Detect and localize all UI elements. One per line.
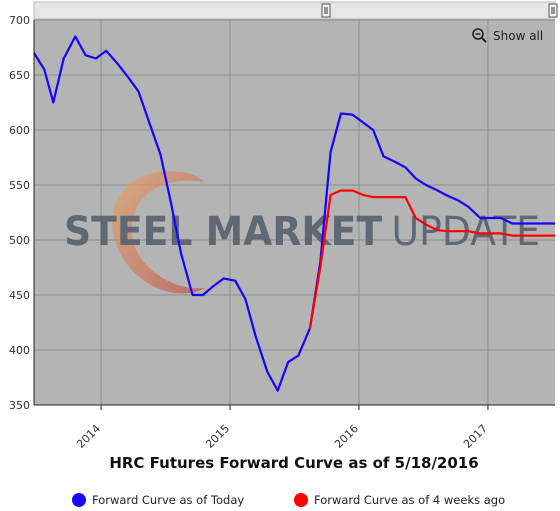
y-axis-ticks: 350 400 450 500 550 600 650 700 [9, 14, 30, 412]
series-line-today[interactable] [34, 35, 555, 392]
y-tick-label: 400 [9, 344, 30, 357]
legend: Forward Curve as of Today Forward Curve … [72, 493, 505, 507]
show-all-label: Show all [493, 29, 543, 43]
navigator-right-handle[interactable] [548, 3, 558, 18]
legend-marker-4-weeks-ago [294, 493, 308, 507]
y-tick-label: 450 [9, 289, 30, 302]
x-axis-ticks: 2014 2015 2016 2017 [74, 405, 490, 451]
legend-label-4-weeks-ago: Forward Curve as of 4 weeks ago [314, 493, 505, 507]
legend-label-today: Forward Curve as of Today [92, 493, 244, 507]
legend-item-today[interactable]: Forward Curve as of Today [72, 493, 244, 507]
y-tick-label: 600 [9, 124, 30, 137]
y-tick-label: 550 [9, 179, 30, 192]
x-tick-label: 2016 [332, 422, 361, 451]
legend-marker-today [72, 493, 86, 507]
chart-title: HRC Futures Forward Curve as of 5/18/201… [109, 454, 478, 472]
legend-item-4-weeks-ago[interactable]: Forward Curve as of 4 weeks ago [294, 493, 505, 507]
x-tick-label: 2017 [461, 422, 490, 451]
series-layer [34, 35, 555, 392]
series-line-4-weeks-ago[interactable] [308, 189, 555, 330]
grid-lines [34, 19, 555, 405]
zoom-icon [472, 28, 487, 43]
y-tick-label: 700 [9, 14, 30, 27]
navigator-left-handle[interactable] [321, 3, 331, 18]
show-all-button[interactable]: Show all [466, 24, 548, 46]
x-tick-label: 2014 [74, 422, 103, 451]
navigator-bar[interactable] [33, 1, 556, 20]
y-tick-label: 650 [9, 69, 30, 82]
x-tick-label: 2015 [203, 422, 232, 451]
watermark-swoosh [112, 171, 205, 294]
y-tick-label: 500 [9, 234, 30, 247]
y-tick-label: 350 [9, 399, 30, 412]
